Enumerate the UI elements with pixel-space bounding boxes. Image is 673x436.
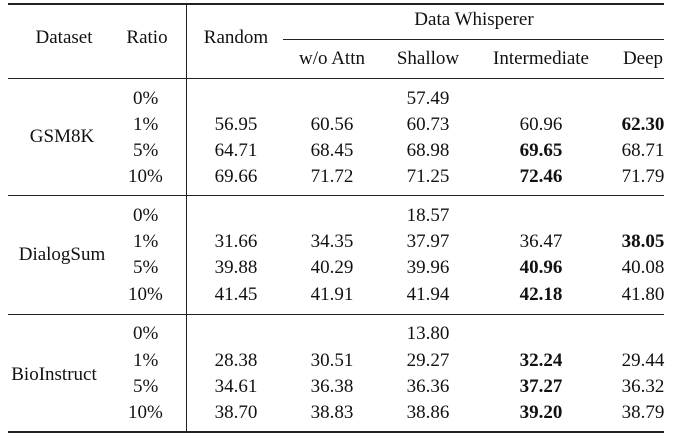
wo-attn-value: 41.91 [310,284,354,305]
deep-value: 41.80 [621,284,665,305]
intermediate-value: 42.18 [519,284,563,305]
shallow-value: 41.94 [406,284,450,305]
shallow-value: 37.97 [406,231,450,252]
intermediate-value: 40.96 [519,257,563,278]
intermediate-value: 36.47 [519,231,563,252]
deep-value: 68.71 [621,140,665,161]
random-value: 39.88 [214,257,258,278]
ratio-cell: 10% [128,284,163,305]
random-value: 69.66 [214,166,258,187]
wo-attn-value: 60.56 [310,114,354,135]
random-value: 28.38 [214,350,258,371]
deep-value: 29.44 [621,350,665,371]
header-data-whisperer: Data Whisperer [414,9,534,30]
wo-attn-value: 68.45 [310,140,354,161]
intermediate-value: 60.96 [519,114,563,135]
shallow-value: 60.73 [406,114,450,135]
deep-value: 71.79 [621,166,665,187]
deep-value: 36.32 [621,376,665,397]
wo-attn-value: 36.38 [310,376,354,397]
random-value: 56.95 [214,114,258,135]
wo-attn-value: 34.35 [310,231,354,252]
header-random: Random [203,27,269,48]
ratio-cell: 0% [133,205,159,226]
wo-attn-value: 38.83 [310,402,354,423]
header-shallow: Shallow [396,48,460,69]
ratio-cell: 5% [133,257,159,278]
baseline-value: 13.80 [406,323,450,344]
header-intermediate: Intermediate [492,48,590,69]
shallow-value: 36.36 [406,376,450,397]
column-separator-ratio [186,4,187,432]
random-value: 41.45 [214,284,258,305]
intermediate-value: 72.46 [519,166,563,187]
dataset-name: BioInstruct [11,364,97,385]
ratio-cell: 0% [133,323,159,344]
shallow-value: 38.86 [406,402,450,423]
ratio-cell: 1% [133,114,159,135]
header-wo-attn: w/o Attn [299,48,365,69]
intermediate-value: 37.27 [519,376,563,397]
bottom-rule [8,431,664,433]
shallow-value: 71.25 [406,166,450,187]
ratio-cell: 10% [128,402,163,423]
header-partial-rule [283,39,664,40]
header-dataset: Dataset [35,27,93,48]
deep-value: 40.08 [621,257,665,278]
random-value: 64.71 [214,140,258,161]
baseline-value: 18.57 [406,205,450,226]
random-value: 38.70 [214,402,258,423]
ratio-cell: 5% [133,376,159,397]
group-divider-2 [8,314,664,315]
ratio-cell: 1% [133,231,159,252]
random-value: 34.61 [214,376,258,397]
deep-value: 38.05 [621,231,665,252]
wo-attn-value: 71.72 [310,166,354,187]
ratio-cell: 10% [128,166,163,187]
wo-attn-value: 30.51 [310,350,354,371]
deep-value: 62.30 [621,114,665,135]
top-rule [8,3,664,5]
shallow-value: 68.98 [406,140,450,161]
deep-value: 38.79 [621,402,665,423]
header-ratio: Ratio [126,27,168,48]
shallow-value: 29.27 [406,350,450,371]
ratio-cell: 5% [133,140,159,161]
baseline-value: 57.49 [406,88,450,109]
intermediate-value: 32.24 [519,350,563,371]
ratio-cell: 0% [133,88,159,109]
group-divider-1 [8,195,664,196]
ratio-cell: 1% [133,350,159,371]
header-bottom-rule [8,78,664,79]
wo-attn-value: 40.29 [310,257,354,278]
intermediate-value: 39.20 [519,402,563,423]
random-value: 31.66 [214,231,258,252]
header-deep: Deep [622,48,664,69]
dataset-name: GSM8K [29,126,95,147]
shallow-value: 39.96 [406,257,450,278]
intermediate-value: 69.65 [519,140,563,161]
dataset-name: DialogSum [18,244,106,265]
